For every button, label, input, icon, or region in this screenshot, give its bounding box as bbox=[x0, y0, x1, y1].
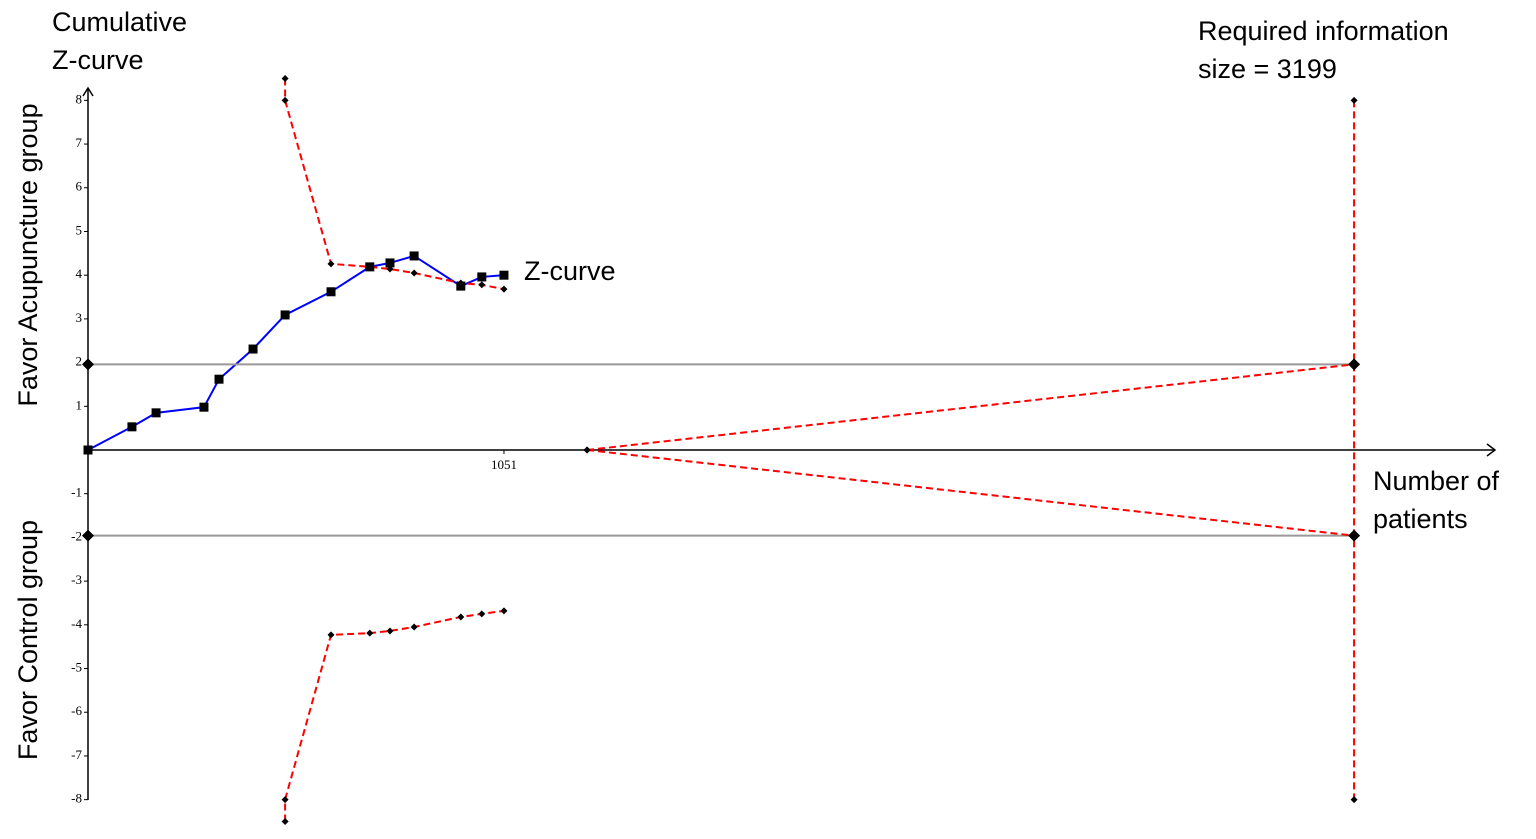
marker bbox=[457, 279, 465, 287]
series-label: Z-curve bbox=[524, 256, 616, 286]
annotation: Required information bbox=[1198, 16, 1449, 46]
marker bbox=[327, 260, 335, 268]
marker bbox=[583, 446, 591, 454]
x-axis-arrow bbox=[1486, 443, 1497, 457]
marker bbox=[385, 258, 395, 268]
y-tick-label: 4 bbox=[76, 266, 83, 281]
y-tick-label: -1 bbox=[71, 485, 82, 500]
y-tick-label: -3 bbox=[71, 572, 82, 587]
marker bbox=[281, 818, 289, 825]
marker bbox=[500, 285, 508, 293]
marker bbox=[82, 358, 94, 371]
y-tick-label: 1 bbox=[76, 397, 83, 412]
chart-title: Cumulative bbox=[52, 7, 187, 37]
y-tick-label: -2 bbox=[71, 528, 82, 543]
marker bbox=[248, 344, 258, 354]
annotation: size = 3199 bbox=[1198, 54, 1337, 84]
y-tick-label: 3 bbox=[76, 310, 83, 325]
marker bbox=[1350, 96, 1358, 104]
y-axis-label: Favor Control group bbox=[13, 520, 43, 760]
y-tick-label: 8 bbox=[76, 91, 83, 106]
marker bbox=[82, 529, 94, 542]
y-tick-label: -4 bbox=[71, 616, 82, 631]
y-tick-label: 6 bbox=[76, 179, 83, 194]
marker bbox=[410, 269, 418, 277]
marker bbox=[1350, 796, 1358, 804]
series-line bbox=[284, 78, 505, 291]
y-tick-label: -8 bbox=[71, 791, 82, 806]
y-tick-label: 2 bbox=[76, 354, 83, 369]
y-axis-label: Favor Acupuncture group bbox=[13, 103, 43, 406]
marker bbox=[281, 796, 289, 804]
marker bbox=[83, 445, 93, 455]
x-axis-label: Number of bbox=[1373, 466, 1500, 496]
marker bbox=[280, 310, 290, 320]
series-line bbox=[87, 254, 505, 451]
marker bbox=[214, 374, 224, 384]
marker bbox=[327, 631, 335, 639]
marker bbox=[281, 96, 289, 104]
marker bbox=[499, 270, 509, 280]
y-tick-label: 7 bbox=[76, 135, 83, 150]
marker bbox=[410, 623, 418, 631]
series-line bbox=[586, 449, 1355, 537]
marker bbox=[409, 251, 419, 261]
series-line bbox=[284, 609, 505, 822]
y-axis-arrow bbox=[82, 86, 94, 97]
chart-title: Z-curve bbox=[52, 45, 144, 75]
marker bbox=[478, 281, 486, 289]
marker bbox=[127, 422, 137, 432]
marker bbox=[151, 408, 161, 418]
marker bbox=[1350, 532, 1358, 540]
marker bbox=[1350, 360, 1358, 368]
marker bbox=[199, 402, 209, 412]
marker bbox=[457, 613, 465, 621]
marker bbox=[366, 263, 374, 271]
y-tick-label: -7 bbox=[71, 747, 82, 762]
x-axis-label: patients bbox=[1373, 504, 1468, 534]
y-tick-label: 5 bbox=[76, 222, 83, 237]
marker bbox=[386, 627, 394, 635]
marker bbox=[366, 629, 374, 637]
y-tick-label: -5 bbox=[71, 660, 82, 675]
marker bbox=[386, 265, 394, 273]
marker bbox=[478, 610, 486, 618]
y-tick-label: -6 bbox=[71, 703, 82, 718]
marker bbox=[500, 607, 508, 615]
marker bbox=[477, 272, 487, 282]
marker bbox=[281, 75, 289, 82]
x-tick-label: 1051 bbox=[491, 457, 517, 472]
series-line bbox=[586, 363, 1355, 451]
marker bbox=[326, 287, 336, 297]
